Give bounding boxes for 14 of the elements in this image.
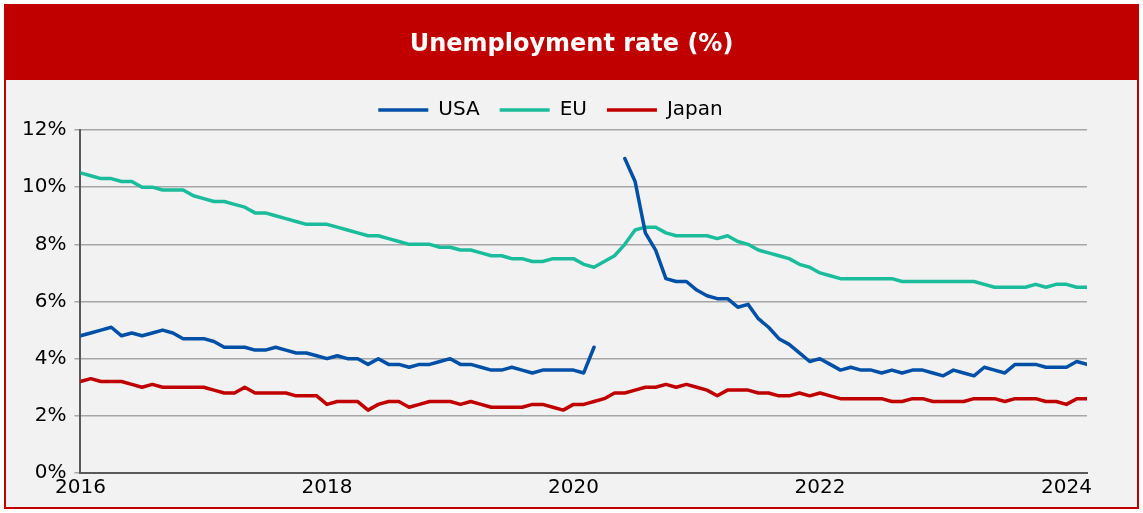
x-tick-label: 2018 — [301, 474, 353, 499]
legend-label: USA — [438, 96, 480, 121]
chart-title: Unemployment rate (%) — [6, 6, 1137, 80]
legend-label: EU — [559, 96, 587, 121]
y-tick-label: 8% — [34, 230, 67, 255]
x-tick-label: 2022 — [794, 474, 846, 499]
legend-label: Japan — [664, 96, 723, 121]
x-tick-label: 2020 — [548, 474, 599, 499]
x-tick-label: 2024 — [1041, 474, 1092, 499]
y-tick-label: 4% — [34, 344, 67, 369]
y-tick-label: 10% — [22, 173, 67, 198]
y-tick-label: 6% — [34, 287, 67, 312]
y-tick-label: 12% — [22, 116, 67, 141]
y-tick-label: 2% — [34, 402, 67, 427]
